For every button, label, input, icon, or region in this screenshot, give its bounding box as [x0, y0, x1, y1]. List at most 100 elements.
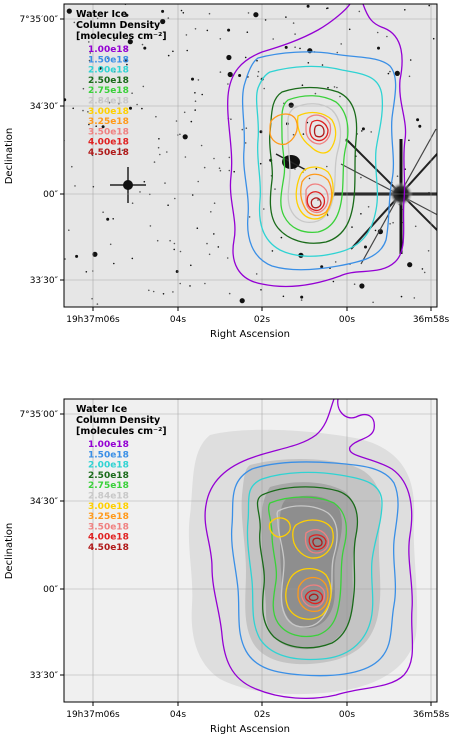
- star-point: [173, 242, 176, 245]
- star-point: [74, 185, 76, 187]
- star-point: [263, 208, 265, 210]
- star-point: [257, 70, 260, 73]
- star-point: [141, 107, 143, 110]
- ticks-bottom: [60, 413, 432, 706]
- legend-entry-2.00e18: 2.00e18: [88, 461, 129, 471]
- star-point: [271, 250, 274, 252]
- star-point: [121, 149, 124, 152]
- star-point: [339, 95, 341, 98]
- contour-2.50e18: [256, 486, 359, 649]
- star-point: [172, 291, 174, 293]
- star-point: [213, 233, 215, 235]
- star-point: [239, 298, 245, 304]
- star-point: [127, 39, 133, 45]
- contour-chart-bottom: 7°35′00″ 34′30″ 00″ 33′30″ 19h37m06s 04s…: [4, 398, 449, 735]
- star-point: [101, 125, 105, 129]
- star-point: [336, 51, 339, 54]
- star-point: [142, 85, 145, 88]
- legend-entry-2.75e18: 2.75e18: [88, 481, 129, 491]
- star-point: [194, 92, 196, 94]
- star-point: [238, 74, 242, 77]
- star-point: [179, 250, 182, 253]
- star-point: [421, 268, 424, 270]
- star-point: [294, 168, 296, 170]
- star-point: [414, 225, 417, 228]
- axes-frame-top: [63, 3, 438, 308]
- star-point: [109, 243, 112, 246]
- star-point: [107, 57, 109, 60]
- star-point: [308, 177, 311, 180]
- contour-3.25e18: [297, 576, 329, 613]
- star-point: [194, 28, 197, 30]
- star-point: [182, 12, 185, 14]
- contour-4.50e18: [308, 537, 323, 602]
- star-point: [72, 107, 74, 110]
- contour-3.00e18: [295, 111, 337, 220]
- star-point: [96, 303, 99, 305]
- star-point: [263, 87, 266, 90]
- x-axis-title: Right Ascension: [210, 329, 290, 340]
- contour-2.75e18: [267, 496, 347, 638]
- star-point: [306, 4, 310, 8]
- star-point: [292, 22, 295, 24]
- legend-entry-2.75e18: 2.75e18: [88, 86, 129, 96]
- star-point: [409, 59, 412, 61]
- star-point: [185, 34, 188, 36]
- star-point: [149, 225, 152, 227]
- star-point: [71, 165, 73, 168]
- contour-4.00e18: [304, 534, 327, 605]
- contour-2.75e18: [280, 95, 349, 234]
- star-point: [227, 83, 229, 85]
- star-point: [131, 202, 134, 204]
- star-point: [358, 10, 361, 13]
- star-point: [206, 29, 209, 32]
- star-point: [92, 251, 98, 257]
- star-point: [228, 292, 231, 295]
- star-point: [247, 12, 250, 14]
- legend-entry-1.00e18: 1.00e18: [88, 45, 129, 55]
- star-point: [260, 289, 262, 291]
- star-point: [136, 103, 138, 106]
- star-point: [106, 217, 110, 221]
- legend-entry-2.50e18: 2.50e18: [88, 76, 129, 86]
- contour-3.00e18: [268, 517, 334, 620]
- star-point: [89, 52, 92, 54]
- star-point: [85, 271, 88, 273]
- star-point: [386, 35, 388, 38]
- legend-entry-4.00e18: 4.00e18: [88, 138, 129, 148]
- star-point: [157, 146, 160, 149]
- x-tick-label: 00s: [339, 315, 355, 325]
- star-point: [125, 48, 127, 50]
- star-point: [159, 153, 161, 156]
- x-tick-label: 19h37m06s: [66, 710, 120, 720]
- star-point: [372, 301, 374, 304]
- legend-entry-1.00e18: 1.00e18: [88, 440, 129, 450]
- star-point: [292, 133, 295, 136]
- star-point: [210, 211, 212, 213]
- star-point: [152, 290, 155, 293]
- contour-2.50e18: [268, 86, 358, 244]
- star-point: [377, 46, 380, 50]
- star-point: [98, 99, 101, 102]
- star-point: [299, 47, 301, 50]
- star-point: [162, 293, 165, 295]
- y-tick-label: 7°35′00″: [19, 410, 58, 420]
- star-point: [400, 295, 403, 298]
- star-point: [153, 161, 156, 163]
- legend-entry-1.50e18: 1.50e18: [88, 55, 129, 65]
- legend-entry-3.00e18: 3.00e18: [88, 502, 129, 512]
- star-point: [361, 127, 365, 131]
- star-point: [321, 64, 324, 66]
- star-point: [179, 133, 181, 136]
- legend-entry-3.50e18: 3.50e18: [88, 127, 129, 137]
- star-point: [246, 31, 249, 33]
- legend-title-line: Column Density: [76, 415, 161, 426]
- star-point: [64, 98, 67, 102]
- star-point: [102, 211, 104, 213]
- star-point: [88, 59, 91, 62]
- star-point: [183, 111, 186, 114]
- star-point: [300, 299, 303, 301]
- star-point: [161, 9, 165, 13]
- star-point: [203, 166, 206, 169]
- star-point: [129, 106, 132, 110]
